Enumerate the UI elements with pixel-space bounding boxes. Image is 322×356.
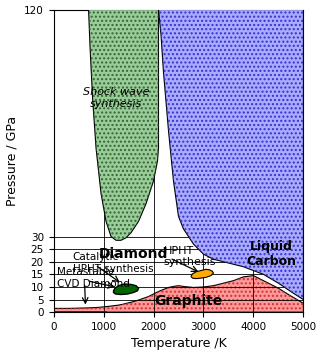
Text: Liquid
Carbon: Liquid Carbon: [246, 240, 296, 268]
Text: HPHT
synthesis: HPHT synthesis: [164, 246, 216, 267]
Polygon shape: [89, 10, 158, 240]
Text: Metastable
CVD Diamond: Metastable CVD Diamond: [57, 267, 129, 289]
Polygon shape: [53, 276, 303, 312]
Text: Shock wave
synthesis: Shock wave synthesis: [83, 87, 149, 109]
Text: Catalytic
HPHT synthesis: Catalytic HPHT synthesis: [72, 252, 153, 274]
Polygon shape: [53, 311, 106, 312]
Polygon shape: [158, 10, 303, 299]
Polygon shape: [191, 269, 213, 279]
Text: Graphite: Graphite: [154, 294, 223, 308]
Y-axis label: Pressure / GPa: Pressure / GPa: [5, 116, 19, 206]
Text: Diamond: Diamond: [99, 247, 168, 261]
X-axis label: Temperature /K: Temperature /K: [131, 337, 226, 350]
Polygon shape: [114, 284, 138, 294]
